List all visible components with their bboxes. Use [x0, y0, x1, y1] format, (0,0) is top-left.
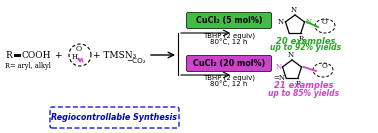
Text: CuCl₂ (20 mol%): CuCl₂ (20 mol%) [193, 59, 265, 68]
Text: N: N [305, 18, 311, 26]
Text: CuCl₂ (5 mol%): CuCl₂ (5 mol%) [196, 16, 262, 25]
Text: +: + [54, 51, 62, 59]
FancyBboxPatch shape [186, 55, 271, 72]
Text: up to 85% yields: up to 85% yields [268, 88, 339, 97]
Text: =N: =N [273, 74, 285, 82]
Text: O: O [322, 62, 328, 70]
FancyBboxPatch shape [50, 107, 179, 128]
Text: N: N [277, 18, 284, 26]
Text: N: N [275, 63, 282, 71]
Text: COOH: COOH [21, 51, 51, 59]
Text: TBHP (2 equiv): TBHP (2 equiv) [203, 33, 255, 39]
Text: −CO₂: −CO₂ [126, 58, 146, 64]
Text: TBHP (2 equiv): TBHP (2 equiv) [203, 75, 255, 81]
Text: 20 examples: 20 examples [276, 36, 336, 45]
Text: O: O [76, 45, 82, 53]
Text: R: R [295, 80, 301, 88]
Text: up to 92% yields: up to 92% yields [270, 43, 342, 53]
Text: 21 examples: 21 examples [274, 82, 334, 90]
Text: 80°C, 12 h: 80°C, 12 h [210, 39, 248, 45]
Text: N: N [288, 51, 294, 59]
Text: R= aryl, alkyl: R= aryl, alkyl [5, 62, 51, 70]
Text: R: R [5, 51, 12, 59]
Text: O: O [321, 18, 327, 26]
Text: R: R [298, 35, 304, 43]
Text: + TMSN₃: + TMSN₃ [93, 51, 136, 59]
Text: Regiocontrollable Synthesis: Regiocontrollable Synthesis [51, 113, 177, 122]
Text: 80°C, 12 h: 80°C, 12 h [210, 81, 248, 87]
Text: H: H [72, 53, 78, 61]
FancyBboxPatch shape [186, 13, 271, 28]
Text: N: N [291, 6, 297, 14]
